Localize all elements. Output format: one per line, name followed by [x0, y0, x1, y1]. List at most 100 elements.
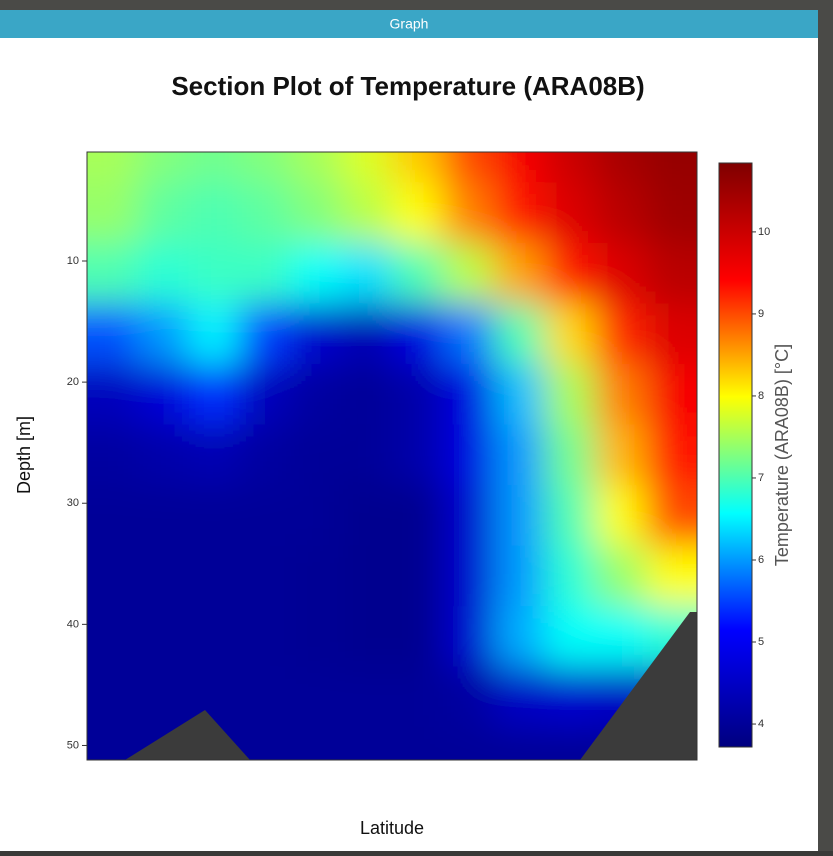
cell — [290, 424, 343, 487]
cell — [493, 424, 546, 487]
cell — [87, 303, 139, 365]
cell — [239, 242, 292, 305]
colorbar-tick-label: 6 — [758, 554, 764, 566]
cell — [239, 485, 292, 547]
window-titlebar — [0, 10, 818, 38]
cell — [544, 303, 597, 365]
cell — [290, 485, 343, 547]
cell — [137, 485, 190, 547]
cell — [646, 182, 697, 244]
cell — [442, 485, 495, 547]
cell — [290, 303, 343, 365]
cell — [239, 303, 292, 365]
cell — [137, 363, 190, 426]
y-tick-label: 30 — [67, 497, 79, 509]
cell — [646, 242, 697, 305]
cell — [239, 152, 292, 184]
cell — [239, 727, 292, 760]
cell — [341, 303, 393, 365]
x-axis-label: Latitude — [360, 818, 424, 838]
cell — [442, 242, 495, 305]
colorbar — [718, 162, 753, 748]
cell — [290, 363, 343, 426]
plot-area — [87, 152, 697, 760]
seabed — [580, 612, 697, 760]
y-axis-label: Depth [m] — [14, 416, 34, 494]
cell — [442, 152, 495, 184]
cell — [392, 485, 444, 547]
cell — [239, 606, 292, 668]
cell — [239, 424, 292, 487]
cell — [646, 424, 697, 487]
cell — [137, 545, 190, 608]
cell — [188, 424, 241, 487]
colorbar-tick-label: 7 — [758, 472, 764, 484]
cell — [595, 152, 648, 184]
cell — [188, 606, 241, 668]
colorbar-tick-label: 5 — [758, 636, 764, 648]
cell — [392, 727, 444, 760]
cell — [493, 363, 546, 426]
cell — [646, 303, 697, 365]
cell — [442, 606, 495, 668]
cell — [392, 242, 444, 305]
cell — [87, 152, 139, 184]
cell — [239, 182, 292, 244]
cell — [595, 485, 648, 547]
cell — [544, 363, 597, 426]
cell — [442, 363, 495, 426]
cell — [544, 424, 597, 487]
cell — [595, 545, 648, 608]
cell — [646, 545, 697, 608]
cell — [392, 545, 444, 608]
cell — [341, 666, 393, 729]
cell — [595, 242, 648, 305]
cell — [290, 727, 343, 760]
cell — [493, 303, 546, 365]
cell — [188, 363, 241, 426]
cell — [188, 242, 241, 305]
cell — [188, 303, 241, 365]
cell — [239, 545, 292, 608]
cell — [442, 182, 495, 244]
cell — [188, 545, 241, 608]
window-title: Graph — [390, 16, 429, 32]
cell — [544, 666, 597, 729]
cell — [87, 666, 139, 729]
chart-title: Section Plot of Temperature (ARA08B) — [171, 71, 644, 101]
colorbar-tick-label: 9 — [758, 308, 764, 320]
cell — [290, 242, 343, 305]
cell — [87, 485, 139, 547]
cell — [290, 666, 343, 729]
cell — [341, 242, 393, 305]
cell — [341, 545, 393, 608]
cell — [493, 727, 546, 760]
colorbar-label: Temperature (ARA08B) [°C] — [772, 344, 792, 566]
cell — [87, 727, 139, 760]
colorbar-tick-label: 10 — [758, 226, 770, 238]
cell — [493, 606, 546, 668]
cell — [290, 152, 343, 184]
y-tick-label: 50 — [67, 739, 79, 751]
cell — [188, 485, 241, 547]
colorbar-tick-label: 4 — [758, 718, 764, 730]
cell — [137, 152, 190, 184]
cell — [544, 182, 597, 244]
cell — [544, 152, 597, 184]
cell — [87, 363, 139, 426]
cell — [442, 424, 495, 487]
cell — [341, 727, 393, 760]
cell — [188, 152, 241, 184]
field — [87, 152, 697, 760]
cell — [341, 485, 393, 547]
cell — [442, 666, 495, 729]
cell — [341, 363, 393, 426]
plot-frame — [86, 151, 698, 761]
cell — [595, 182, 648, 244]
cell — [392, 363, 444, 426]
cell — [137, 606, 190, 668]
cell — [646, 152, 697, 184]
cell — [239, 363, 292, 426]
cell — [137, 666, 190, 729]
